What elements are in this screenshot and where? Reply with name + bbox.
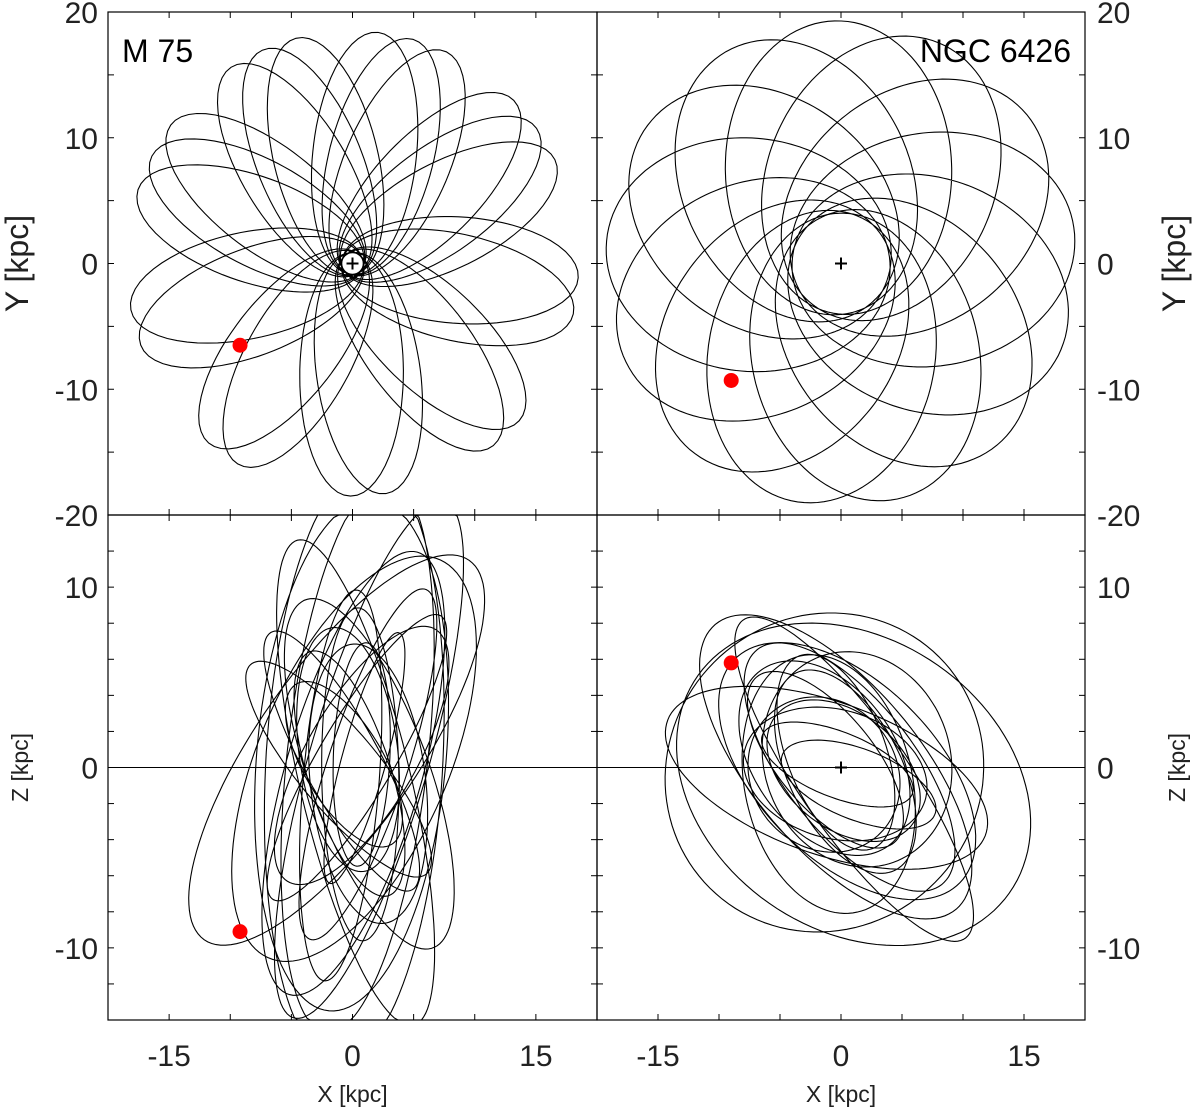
current-position-marker xyxy=(232,337,248,353)
galactic-center-marker xyxy=(835,761,847,774)
x-axis-label: X [kpc] xyxy=(806,1081,876,1107)
y-axis-label: Y [kpc] xyxy=(1156,215,1192,312)
y-tick-label: -20 xyxy=(55,500,98,533)
x-tick-label: 15 xyxy=(519,1040,552,1073)
y-tick-label: -10 xyxy=(55,374,98,407)
orbit-path xyxy=(605,20,1076,504)
y-tick-label: 0 xyxy=(81,753,98,786)
panel-title: M 75 xyxy=(122,33,193,69)
y-axis-label: Y [kpc] xyxy=(0,215,35,312)
galactic-center-marker xyxy=(835,257,847,270)
y-tick-label: 10 xyxy=(1097,123,1130,156)
y-tick-label: 0 xyxy=(81,249,98,282)
x-tick-label: -15 xyxy=(636,1040,679,1073)
orbit-path xyxy=(188,515,486,1020)
y-tick-label: 10 xyxy=(65,123,98,156)
panel-ngc6426-xz: 10 0 -10 -15 0 15 Z [kpc] X [kpc] xyxy=(596,514,1190,1107)
current-position-marker xyxy=(232,924,248,940)
y-tick-label: 0 xyxy=(1097,249,1114,282)
y-tick-label: 10 xyxy=(65,572,98,605)
current-position-marker xyxy=(723,655,739,671)
x-axis-label: X [kpc] xyxy=(317,1081,387,1107)
x-tick-label: -15 xyxy=(147,1040,190,1073)
y-tick-label: -10 xyxy=(1097,933,1140,966)
y-tick-label: -10 xyxy=(1097,374,1140,407)
y-tick-label: -20 xyxy=(1097,500,1140,533)
current-position-marker xyxy=(723,372,739,388)
y-tick-label: 0 xyxy=(1097,753,1114,786)
y-tick-label: 20 xyxy=(1097,0,1130,30)
panel-ngc6426-xy: 20 10 0 -10 -20 NGC 6426 Y [kpc] xyxy=(596,0,1192,533)
x-tick-label: 15 xyxy=(1007,1040,1040,1073)
panel-m75-xz: 10 0 -10 -15 0 15 Z [kpc] X [kpc] xyxy=(7,514,598,1107)
y-axis-label: Z [kpc] xyxy=(1164,733,1190,802)
y-axis-label: Z [kpc] xyxy=(7,733,33,802)
y-tick-label: 10 xyxy=(1097,572,1130,605)
y-tick-label: -10 xyxy=(55,933,98,966)
panel-title: NGC 6426 xyxy=(920,33,1071,69)
x-tick-label: 0 xyxy=(833,1040,850,1073)
x-tick-label: 0 xyxy=(344,1040,361,1073)
galactic-center-marker xyxy=(346,257,359,270)
orbit-path xyxy=(664,612,1032,947)
y-tick-label: 20 xyxy=(65,0,98,30)
panel-m75-xy: 20 10 0 -10 -20 M 75 Y [kpc] xyxy=(0,0,598,533)
